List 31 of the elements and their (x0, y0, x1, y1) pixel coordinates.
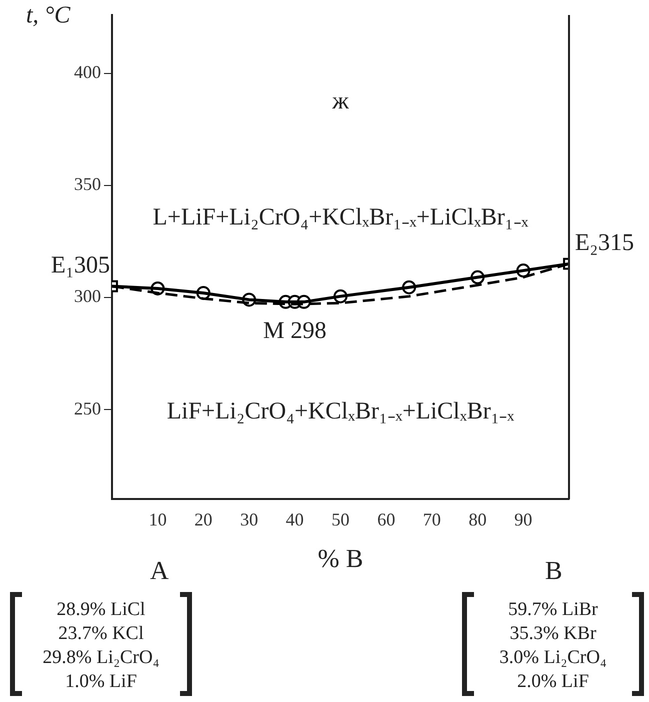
x-tick-label: 40 (286, 510, 304, 530)
x-tick-label: 90 (514, 510, 532, 530)
text: 2.0% LiF (516, 670, 590, 694)
text: 23.7% KCl (57, 622, 145, 646)
annotation: L+LiF+Li₂CrO₄+KClₓBr₁₋ₓ+LiClₓBr₁₋ₓ (152, 204, 528, 231)
y-axis-title: t, °C (26, 2, 72, 28)
y-tick-label: 300 (74, 286, 101, 306)
y-tick-label: 350 (74, 174, 101, 194)
x-tick-label: 20 (194, 510, 212, 530)
text: B (545, 556, 562, 586)
annotation: M 298 (263, 318, 326, 344)
text: 28.9% LiCl (56, 598, 146, 622)
x-tick-label: 60 (377, 510, 396, 530)
text: 3.0% Li₂CrO₄ (498, 646, 608, 670)
y-tick-label: 400 (74, 62, 101, 82)
x-tick-label: 50 (332, 510, 350, 530)
x-tick-label: 70 (422, 510, 441, 530)
annotation: E₁305 (50, 252, 110, 279)
text: 29.8% Li₂CrO₄ (42, 646, 160, 670)
text: 35.3% KBr (508, 622, 598, 646)
text: 1.0% LiF (64, 670, 138, 694)
text: 59.7% LiBr (507, 598, 599, 622)
x-axis-title: % B (318, 544, 364, 574)
x-tick-label: 30 (240, 510, 258, 530)
x-tick-label: 10 (148, 510, 167, 530)
y-tick-label: 250 (74, 398, 101, 418)
annotation: LiF+Li₂CrO₄+KClₓBr₁₋ₓ+LiClₓBr₁₋ₓ (166, 398, 514, 424)
text: A (150, 556, 169, 586)
x-tick-label: 80 (468, 510, 487, 530)
annotation: ж (331, 88, 350, 114)
annotation: E₂315 (575, 230, 634, 256)
